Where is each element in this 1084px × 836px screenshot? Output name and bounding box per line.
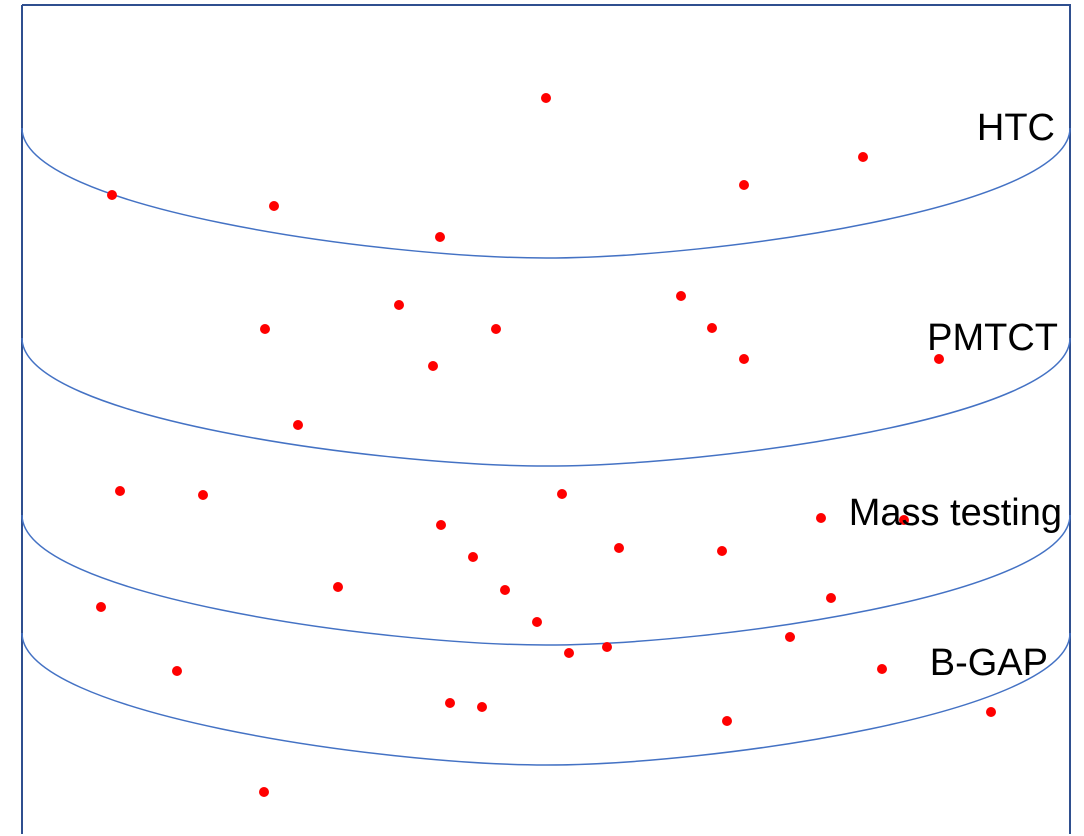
dot [172,666,182,676]
dot [676,291,686,301]
dot [739,180,749,190]
dot [260,324,270,334]
dot [899,515,909,525]
dot [428,361,438,371]
dot [785,632,795,642]
dot [564,648,574,658]
dot [435,232,445,242]
dot [491,324,501,334]
dot [115,486,125,496]
dot [532,617,542,627]
dot [96,602,106,612]
scatter-dots [96,93,996,797]
dot [445,698,455,708]
dot [107,190,117,200]
dot [707,323,717,333]
dot [198,490,208,500]
cylinder-outline [21,4,1071,834]
dot [858,152,868,162]
layer-label-htc: HTC [977,107,1055,149]
layer-boundary-3 [21,514,1071,646]
dot [477,702,487,712]
dot [500,585,510,595]
dot [986,707,996,717]
dot [717,546,727,556]
dot [934,354,944,364]
dot [468,552,478,562]
layer-boundary-1 [21,127,1071,259]
dot [614,543,624,553]
layer-label-pmtct: PMTCT [927,317,1058,359]
dot [269,201,279,211]
dot [436,520,446,530]
dot [293,420,303,430]
dot [333,582,343,592]
dot [394,300,404,310]
dot [259,787,269,797]
dot [816,513,826,523]
dot [739,354,749,364]
layer-label-mass-testing: Mass testing [849,492,1062,534]
dot [602,642,612,652]
layer-boundary-2 [21,337,1071,467]
layer-boundary-4 [21,632,1071,766]
dot [722,716,732,726]
dot [826,593,836,603]
dot [557,489,567,499]
dot [877,664,887,674]
dot [541,93,551,103]
layer-label-b-gap: B-GAP [930,642,1048,684]
